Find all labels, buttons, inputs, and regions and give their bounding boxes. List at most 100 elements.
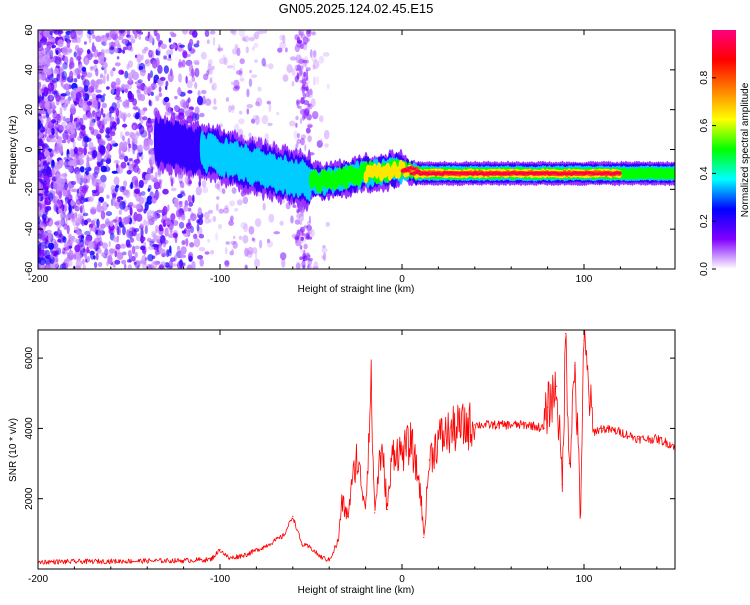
snr-data-point: [561, 484, 563, 486]
spectrogram-noise-blob: [160, 76, 166, 81]
spectrogram-noise-blob: [85, 166, 92, 172]
spectrogram-noise-blob: [163, 96, 170, 103]
spectrogram-noise-blob: [217, 47, 224, 52]
spectrogram-noise-blob: [207, 209, 214, 214]
colorbar: 0.0 0.2 0.4 0.6 0.8 Normalized spectral ampl…: [699, 30, 750, 276]
spectrogram-noise-blob: [120, 70, 124, 75]
spectrogram-streak-blob: [301, 232, 305, 237]
spectrogram-noise-blob: [149, 240, 155, 247]
spectrogram-noise-blob: [171, 44, 177, 49]
spectrogram-noise-blob: [99, 182, 106, 190]
spectrogram-noise-blob: [122, 46, 129, 51]
spectrogram-noise-blob: [293, 130, 299, 140]
colorbar-tick-label: 0.4: [699, 166, 710, 180]
spectrogram-streak-blob: [297, 229, 302, 238]
spectrogram-noise-blob: [82, 248, 86, 253]
spectrogram-noise-blob: [124, 263, 127, 269]
spectrogram-noise-blob: [97, 201, 102, 206]
spectrogram-noise-blob: [140, 223, 144, 227]
spectrogram-noise-blob: [211, 85, 214, 91]
spectrogram-streak-blob: [302, 90, 305, 97]
spectrogram-noise-blob: [124, 88, 128, 93]
spectrogram-streak-blob: [298, 58, 304, 64]
snr-data-point: [183, 560, 185, 562]
spectrogram-noise-blob: [143, 196, 147, 204]
spectrogram-noise-blob: [86, 49, 91, 55]
spectrogram-streak-blob: [305, 252, 311, 261]
spectrogram-noise-blob: [86, 157, 93, 162]
spectrogram-noise-blob: [131, 137, 136, 146]
spectrogram-noise-blob: [208, 59, 213, 67]
spectrogram-noise-blob: [189, 38, 194, 47]
spectrogram-noise-blob: [211, 82, 217, 91]
spectrogram-noise-blob: [197, 207, 202, 216]
spectrogram-streak-blob: [294, 44, 300, 53]
spectrogram-noise-blob: [137, 79, 143, 84]
spectrogram-noise-blob: [74, 205, 80, 212]
spectrogram-noise-blob: [179, 44, 185, 48]
spectrogram-noise-blob: [98, 55, 105, 65]
spectrogram-noise-blob: [50, 159, 55, 169]
spectrogram-noise-blob: [231, 105, 236, 111]
snr-data-point: [365, 505, 367, 507]
spectrogram-noise-blob: [224, 205, 229, 210]
spectrogram-noise-blob: [38, 81, 41, 90]
spectrogram-noise-blob: [116, 117, 120, 125]
spectrogram-noise-blob: [132, 98, 138, 106]
spectrogram-noise-blob: [148, 99, 151, 106]
spectrogram-noise-blob: [149, 163, 153, 169]
spectrogram-noise-blob: [112, 236, 119, 243]
spectrogram-noise-blob: [326, 83, 330, 90]
spectrogram-noise-blob: [197, 254, 204, 260]
spectrogram-noise-blob: [93, 64, 98, 72]
spectrogram-noise-blob: [138, 179, 144, 189]
spectrogram-noise-blob: [66, 245, 69, 251]
spectrogram-noise-blob: [79, 97, 83, 104]
spectrogram-noise-blob: [121, 186, 127, 191]
spectrogram-noise-blob: [254, 218, 262, 228]
spectrogram-noise-blob: [234, 85, 241, 90]
spectrogram-noise-blob: [89, 126, 92, 131]
spectrogram-noise-blob: [150, 70, 153, 78]
spectrogram-noise-blob: [187, 207, 192, 212]
spectrogram-noise-blob: [122, 251, 127, 256]
spectrogram-noise-blob: [147, 210, 150, 219]
snr-data-point: [638, 438, 640, 440]
spectrogram-noise-blob: [289, 120, 296, 127]
spectrogram-noise-blob: [114, 62, 121, 67]
spectrogram-streak-blob: [306, 30, 311, 35]
spectrogram-noise-blob: [123, 141, 128, 148]
spectrogram-noise-blob: [44, 149, 49, 158]
spectrogram-noise-blob: [39, 265, 44, 269]
spectrogram-noise-blob: [48, 127, 52, 135]
spectrogram-noise-blob: [191, 76, 196, 83]
spectrogram-noise-blob: [182, 101, 188, 109]
spectrogram-noise-blob: [76, 30, 83, 35]
spectrogram-noise-blob: [74, 244, 81, 253]
spectrogram-noise-blob: [113, 197, 116, 207]
spectrogram-noise-blob: [296, 262, 301, 269]
spectrogram-noise-blob: [243, 223, 248, 233]
spectrogram-noise-blob: [170, 178, 174, 187]
spectrogram-streak-blob: [301, 75, 305, 82]
spectrogram-noise-blob: [99, 129, 104, 134]
snr-data-point: [355, 455, 358, 458]
spectrogram-noise-blob: [204, 251, 210, 255]
spectrogram-noise-blob: [121, 259, 127, 265]
spectrogram-noise-blob: [48, 192, 54, 202]
spectrogram-noise-blob: [38, 41, 42, 49]
spectrogram-noise-blob: [92, 34, 96, 39]
snr-data-point: [386, 508, 388, 510]
spectrogram-noise-blob: [40, 143, 48, 148]
spectrogram-noise-blob: [192, 194, 195, 204]
snr-data-point: [246, 553, 248, 555]
spectrogram-noise-blob: [143, 46, 149, 52]
spectrogram-noise-blob: [92, 110, 96, 118]
spectrogram-noise-blob: [44, 128, 47, 138]
spectrogram-noise-blob: [171, 110, 174, 117]
spectrogram-noise-blob: [44, 240, 50, 249]
spectrogram-noise-blob: [203, 73, 209, 81]
spectrogram-noise-blob: [148, 209, 152, 218]
spectrogram-noise-blob: [198, 247, 206, 252]
spectrogram-noise-blob: [144, 225, 148, 235]
